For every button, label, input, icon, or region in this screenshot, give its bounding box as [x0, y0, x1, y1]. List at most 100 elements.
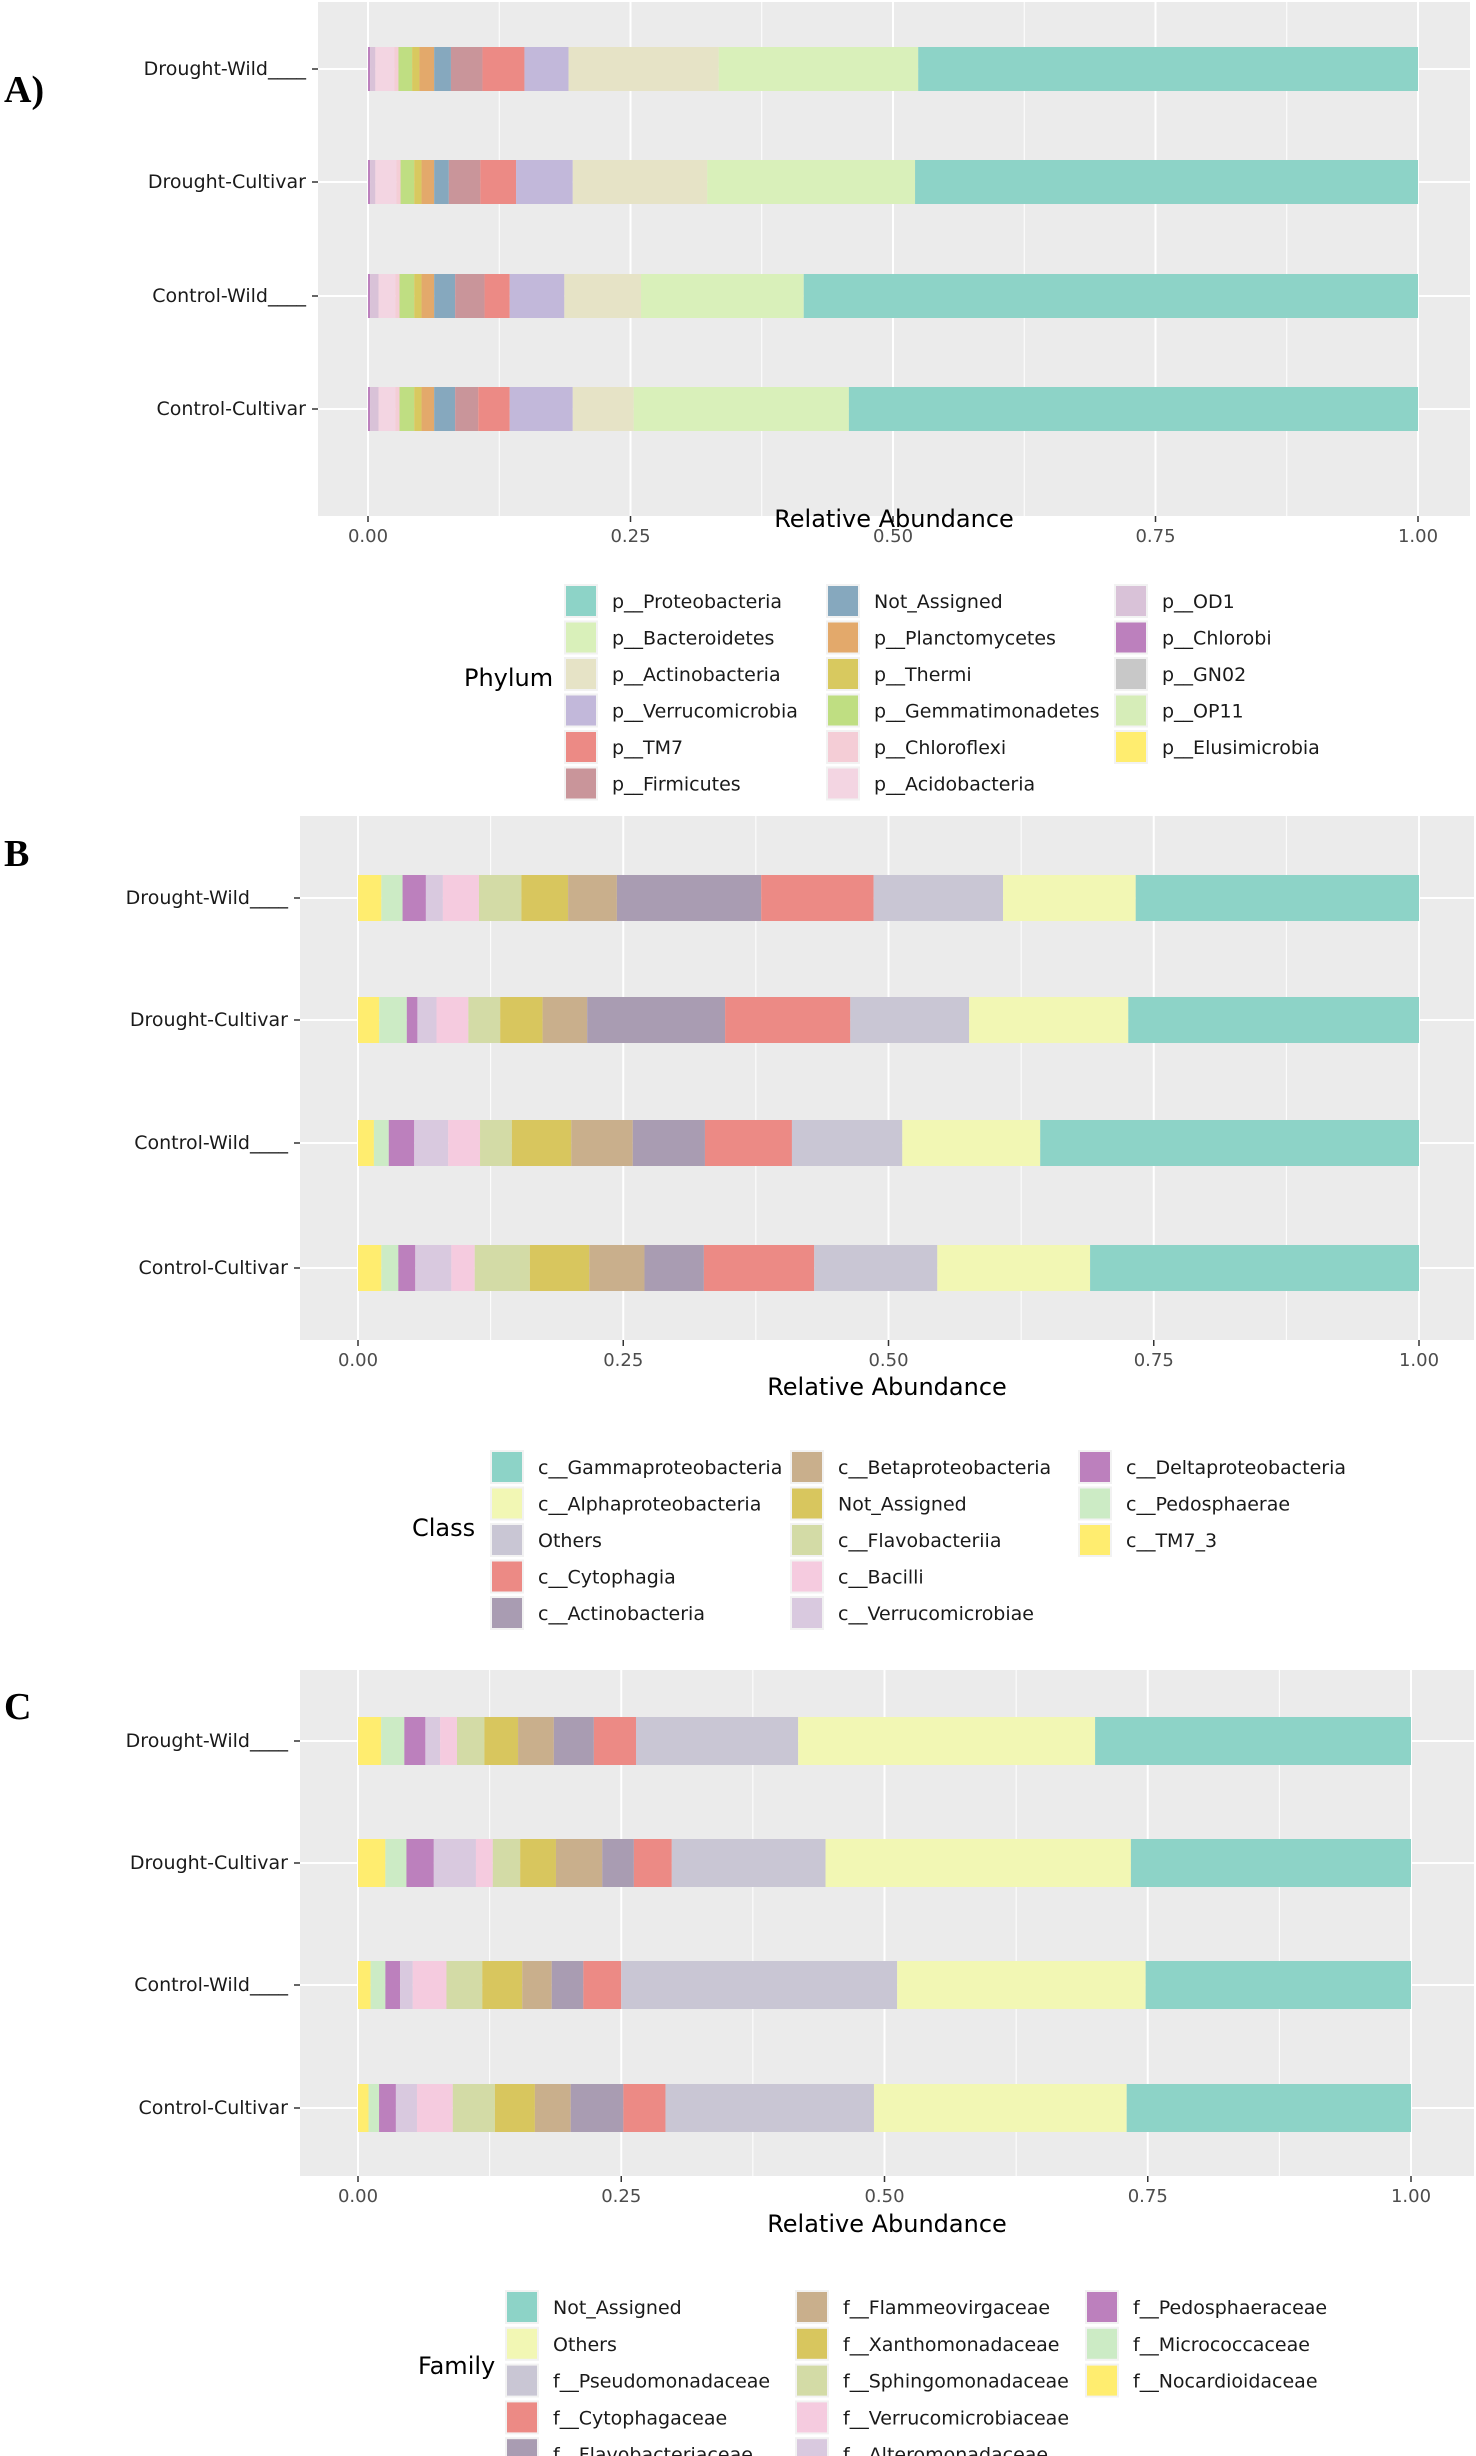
- legend-label: c__Actinobacteria: [538, 1603, 705, 1625]
- legend-item: p__Proteobacteria: [564, 584, 782, 618]
- bar-segment: [451, 1245, 475, 1291]
- category-label: Control-Wild____: [134, 1132, 288, 1154]
- legend-item: f__Xanthomonadaceae: [795, 2326, 1060, 2361]
- bar-segment: [370, 387, 379, 431]
- x-tick-label: 0.50: [864, 2186, 904, 2207]
- x-tick-label: 0.50: [873, 526, 913, 547]
- legend-item: p__Verrucomicrobia: [564, 693, 798, 728]
- legend-item: p__Planctomycetes: [826, 620, 1056, 655]
- legend-swatch: [492, 1598, 522, 1628]
- bar-segment: [482, 47, 525, 91]
- legend-item: c__Betaproteobacteria: [790, 1450, 1051, 1484]
- legend-swatch: [828, 732, 858, 762]
- legend-swatch: [1087, 2328, 1117, 2359]
- legend-swatch: [792, 1561, 822, 1592]
- bar-segment: [1095, 1717, 1411, 1765]
- bar-segment: [1145, 1961, 1411, 2009]
- bar-segment: [873, 2084, 1127, 2132]
- bar-segment: [385, 1961, 401, 2009]
- bar-segment: [516, 160, 573, 204]
- bar-row: [358, 1717, 1411, 1765]
- bar-segment: [434, 160, 449, 204]
- legend-item: f__Cytophagaceae: [505, 2400, 727, 2435]
- legend-item: p__Firmicutes: [564, 766, 741, 801]
- bar-segment: [969, 997, 1129, 1043]
- x-tick-label: 0.25: [603, 1350, 643, 1371]
- bar-segment: [635, 1717, 799, 1765]
- panel-letter: C: [4, 1686, 31, 1728]
- bar-segment: [396, 160, 401, 204]
- bar-segment: [378, 274, 396, 318]
- bar-segment: [358, 1120, 374, 1166]
- bar-segment: [388, 1120, 415, 1166]
- bar-segment: [521, 875, 569, 921]
- bar-segment: [915, 160, 1418, 204]
- legend-swatch: [828, 659, 858, 689]
- bar-segment: [398, 1245, 416, 1291]
- x-axis-title: Relative Abundance: [774, 505, 1014, 533]
- bar-segment: [509, 274, 565, 318]
- bar-segment: [379, 2084, 396, 2132]
- legend-swatch: [566, 768, 596, 799]
- bar-segment: [484, 1717, 519, 1765]
- bar-segment: [621, 1961, 898, 2009]
- bar-segment: [918, 47, 1418, 91]
- legend: Class c__Gammaproteobacteria c__Alphaprote…: [412, 1450, 1346, 1630]
- legend-item: c__Bacilli: [790, 1559, 924, 1594]
- bar-segment: [434, 47, 451, 91]
- x-tick-label: 0.50: [868, 1350, 908, 1371]
- bar-segment: [406, 1839, 434, 1887]
- legend-swatch: [828, 586, 858, 616]
- category-label: Drought-Cultivar: [148, 171, 306, 193]
- legend-label: p__GN02: [1162, 664, 1246, 686]
- legend-item: p__GN02: [1114, 657, 1246, 691]
- bar-segment: [358, 1961, 371, 2009]
- bar-segment: [455, 274, 485, 318]
- bar-segment: [1040, 1120, 1419, 1166]
- legend-label: p__TM7: [612, 737, 683, 759]
- bar-segment: [551, 1961, 584, 2009]
- legend-label: p__Gemmatimonadetes: [874, 701, 1099, 723]
- bar-segment: [412, 47, 420, 91]
- legend-swatch: [1116, 659, 1146, 689]
- bar-segment: [414, 160, 422, 204]
- bar-segment: [478, 875, 522, 921]
- x-tick-label: 0.25: [601, 2186, 641, 2207]
- legend-item: p__Gemmatimonadetes: [826, 693, 1099, 728]
- bar-segment: [703, 1245, 815, 1291]
- bar-segment: [368, 274, 371, 318]
- bar-segment: [373, 1120, 389, 1166]
- bar-segment: [480, 1120, 512, 1166]
- legend-label: c__Verrucomicrobiae: [838, 1603, 1034, 1625]
- bar-segment: [358, 875, 382, 921]
- legend-label: c__Deltaproteobacteria: [1126, 1457, 1346, 1479]
- bar-segment: [358, 2084, 369, 2132]
- category-label: Control-Wild____: [152, 285, 306, 307]
- legend-item: Others: [505, 2326, 617, 2361]
- legend-swatch: [566, 732, 596, 762]
- bar-segment: [1130, 1839, 1411, 1887]
- bar-segment: [421, 160, 435, 204]
- bar-segment: [446, 1961, 483, 2009]
- category-label: Control-Cultivar: [138, 1257, 288, 1279]
- bar-segment: [399, 274, 415, 318]
- bar-segment: [524, 47, 569, 91]
- bar-segment: [534, 2084, 571, 2132]
- legend-title: Class: [412, 1514, 475, 1542]
- legend-label: p__Planctomycetes: [874, 628, 1056, 650]
- legend-swatch: [1080, 1525, 1110, 1555]
- bar-segment: [402, 875, 426, 921]
- bar-row: [358, 1839, 1411, 1887]
- legend-label: p__Proteobacteria: [612, 591, 782, 613]
- legend-item: p__Bacteroidetes: [564, 620, 774, 655]
- bar-segment: [529, 1245, 590, 1291]
- bar-segment: [395, 387, 400, 431]
- legend-item: p__TM7: [564, 730, 683, 764]
- bar-segment: [370, 160, 376, 204]
- bar-segment: [358, 1245, 382, 1291]
- legend-swatch: [492, 1561, 522, 1592]
- legend-label: f__Sphingomonadaceae: [843, 2371, 1069, 2393]
- bar-segment: [937, 1245, 1091, 1291]
- panel-1: A) Drought-Wild____ Drought-Cultivar Contro…: [4, 2, 1470, 801]
- legend-item: f__Nocardioidaceae: [1085, 2363, 1318, 2398]
